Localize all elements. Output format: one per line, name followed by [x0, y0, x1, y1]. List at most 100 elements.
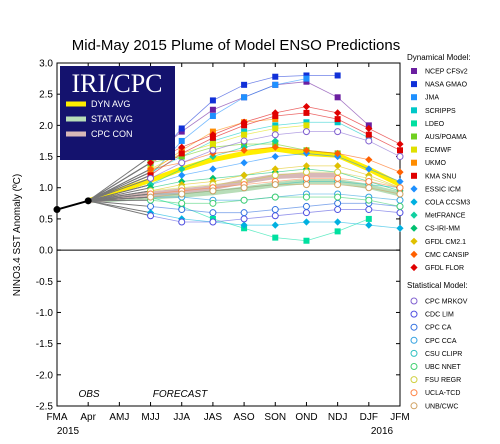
model-legend: Dynamical Model: Statistical Model: NCEP… — [407, 53, 471, 410]
x-tick-label: AMJ — [109, 412, 129, 423]
ncep-cfsv2-marker — [178, 128, 185, 135]
x-tick-label: FMA — [46, 412, 67, 423]
cpc-mrkov-marker — [302, 128, 310, 136]
obs-annotation: OBS — [78, 389, 99, 400]
nasa-gmao-marker — [334, 72, 341, 79]
fsu-regr-marker — [271, 171, 279, 179]
gfdl-cm2-1-marker — [240, 171, 248, 179]
gfdl-flor-marker — [396, 140, 404, 148]
ncep-cfsv2-marker — [334, 94, 341, 101]
legend-gfdl-cm2-1-marker — [410, 237, 418, 245]
jma-marker — [178, 137, 185, 144]
x-tick-label: Apr — [80, 412, 96, 423]
cola-ccsm3-marker — [271, 221, 279, 229]
legend-ucla-tcd-marker — [410, 389, 418, 397]
stat-avg-legend-label: STAT AVG — [91, 114, 133, 124]
ubc-nnet-marker — [271, 193, 279, 201]
observed-line-path — [56, 199, 89, 211]
scripps-marker — [209, 137, 216, 144]
average-legend: DYN AVG STAT AVG CPC CON — [66, 99, 133, 139]
gfdl-flor-marker — [302, 103, 311, 111]
legend-label-cpc-mrkov: CPC MRKOV — [425, 299, 468, 306]
gfdl-flor-marker — [334, 109, 342, 117]
ncep-cfsv2-marker — [303, 78, 310, 85]
ncep-cfsv2-marker — [209, 106, 216, 113]
metfrance-marker — [271, 137, 279, 145]
nasa-gmao-marker — [272, 73, 279, 80]
legend-label-cs-iri-mm: CS-IRI-MM — [425, 226, 460, 233]
scripps-marker — [272, 122, 279, 129]
ubc-nnet-marker — [396, 202, 404, 210]
cola-ccsm3-marker — [240, 221, 248, 229]
jma-line — [150, 78, 307, 176]
ubc-nnet-marker — [365, 196, 373, 204]
gfdl-flor-series — [87, 103, 404, 202]
cmc-cansip-marker — [146, 165, 155, 173]
legend-cpc-cca-marker — [410, 336, 418, 344]
legend-label-unb-cwc: UNB/CWC — [425, 403, 458, 410]
unb-cwc-marker — [209, 187, 217, 195]
cmc-cansip-marker — [302, 146, 311, 154]
cdc-lim-connector — [88, 200, 151, 217]
ubc-nnet-marker — [240, 196, 248, 204]
legend-cola-ccsm3-marker — [410, 198, 418, 206]
unb-cwc-marker — [334, 181, 342, 189]
cpc-ca-marker — [271, 206, 279, 214]
cola-ccsm3-marker — [365, 221, 373, 229]
y-tick-label: -2.5 — [36, 402, 54, 413]
cpc-ca-marker — [302, 202, 310, 210]
cpc-ca-marker — [209, 209, 217, 217]
nasa-gmao-marker — [241, 81, 248, 88]
unb-cwc-connector — [88, 196, 151, 202]
x-axis: FMA Apr AMJ MJJ JJA JAS ASO SON OND NDJ DJF JFM — [46, 63, 410, 423]
cpc-mrkov-marker — [334, 128, 342, 136]
ecmwf-marker — [241, 131, 248, 138]
ubc-nnet-marker — [209, 199, 217, 207]
cs-iri-mm-connector — [88, 187, 151, 202]
legend-label-scripps: SCRIPPS — [425, 108, 456, 115]
cpc-mrkov-marker — [240, 137, 248, 145]
cpc-ca-marker — [240, 209, 248, 217]
year-label-start: 2015 — [57, 426, 80, 437]
gfdl-flor-connector — [87, 162, 151, 202]
legend-cdc-lim-marker — [410, 310, 418, 318]
unb-cwc-marker — [302, 181, 310, 189]
cmc-cansip-marker — [396, 168, 404, 176]
nasa-gmao-marker — [303, 72, 310, 79]
scripps-marker — [334, 119, 341, 126]
cpc-mrkov-marker — [365, 137, 373, 145]
y-tick-label: -1.0 — [36, 308, 54, 319]
gfdl-cm2-1-marker — [271, 165, 279, 173]
legend-ecmwf-marker — [411, 146, 417, 153]
iri-cpc-logo: IRI/CPC — [71, 69, 162, 98]
ldeo-marker — [272, 234, 279, 241]
kma-snu-marker — [397, 147, 403, 154]
legend-label-ubc-nnet: UBC NNET — [425, 364, 462, 371]
kma-snu-marker — [303, 109, 310, 116]
x-tick-label: OND — [295, 412, 317, 423]
y-axis: -2.5 -2.0 -1.5 -1.0 -0.5 0.0 0.5 1.0 1.5 2.0 2.5 3.… — [36, 59, 400, 413]
y-tick-label: -0.5 — [36, 277, 54, 288]
essic-icm-marker — [271, 152, 279, 161]
legend-label-jma: JMA — [425, 95, 439, 102]
cpc-mrkov-series — [88, 128, 404, 202]
cpc-cca-marker — [396, 196, 404, 204]
legend-label-ncep-cfsv2: NCEP CFSv2 — [425, 69, 468, 76]
jma-marker — [272, 81, 279, 88]
legend-label-essic-icm: ESSIC ICM — [425, 186, 461, 193]
y-axis-label-group: NINO3.4 SST Anomaly (ºC) — [12, 174, 23, 296]
legend-cpc-mrkov-marker — [410, 297, 418, 305]
cpc-mrkov-marker — [178, 159, 186, 167]
legend-label-ldeo: LDEO — [425, 121, 445, 128]
kma-snu-marker — [334, 116, 341, 123]
fsu-regr-marker — [334, 168, 342, 176]
x-tick-label: SON — [264, 412, 286, 423]
legend-label-ecmwf: ECMWF — [425, 147, 451, 154]
y-tick-label: 1.0 — [39, 183, 53, 194]
jma-marker — [209, 113, 216, 120]
y-tick-label: 0.0 — [39, 246, 53, 257]
legend-label-csu-clipr: CSU CLIPR — [425, 351, 462, 358]
y-tick-label: 0.5 — [39, 214, 53, 225]
legend-label-cola-ccsm3: COLA CCSM3 — [425, 200, 470, 207]
jma-marker — [303, 75, 310, 82]
